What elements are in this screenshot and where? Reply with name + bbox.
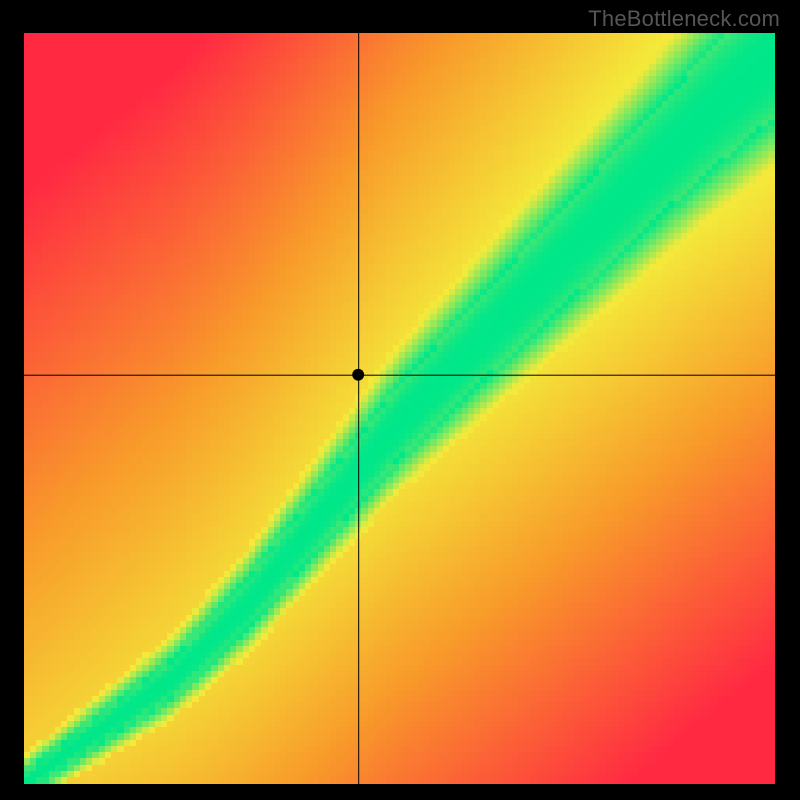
watermark-text: TheBottleneck.com [588,6,780,32]
heatmap-canvas [24,33,775,784]
heatmap-plot [24,33,775,784]
chart-container: TheBottleneck.com [0,0,800,800]
